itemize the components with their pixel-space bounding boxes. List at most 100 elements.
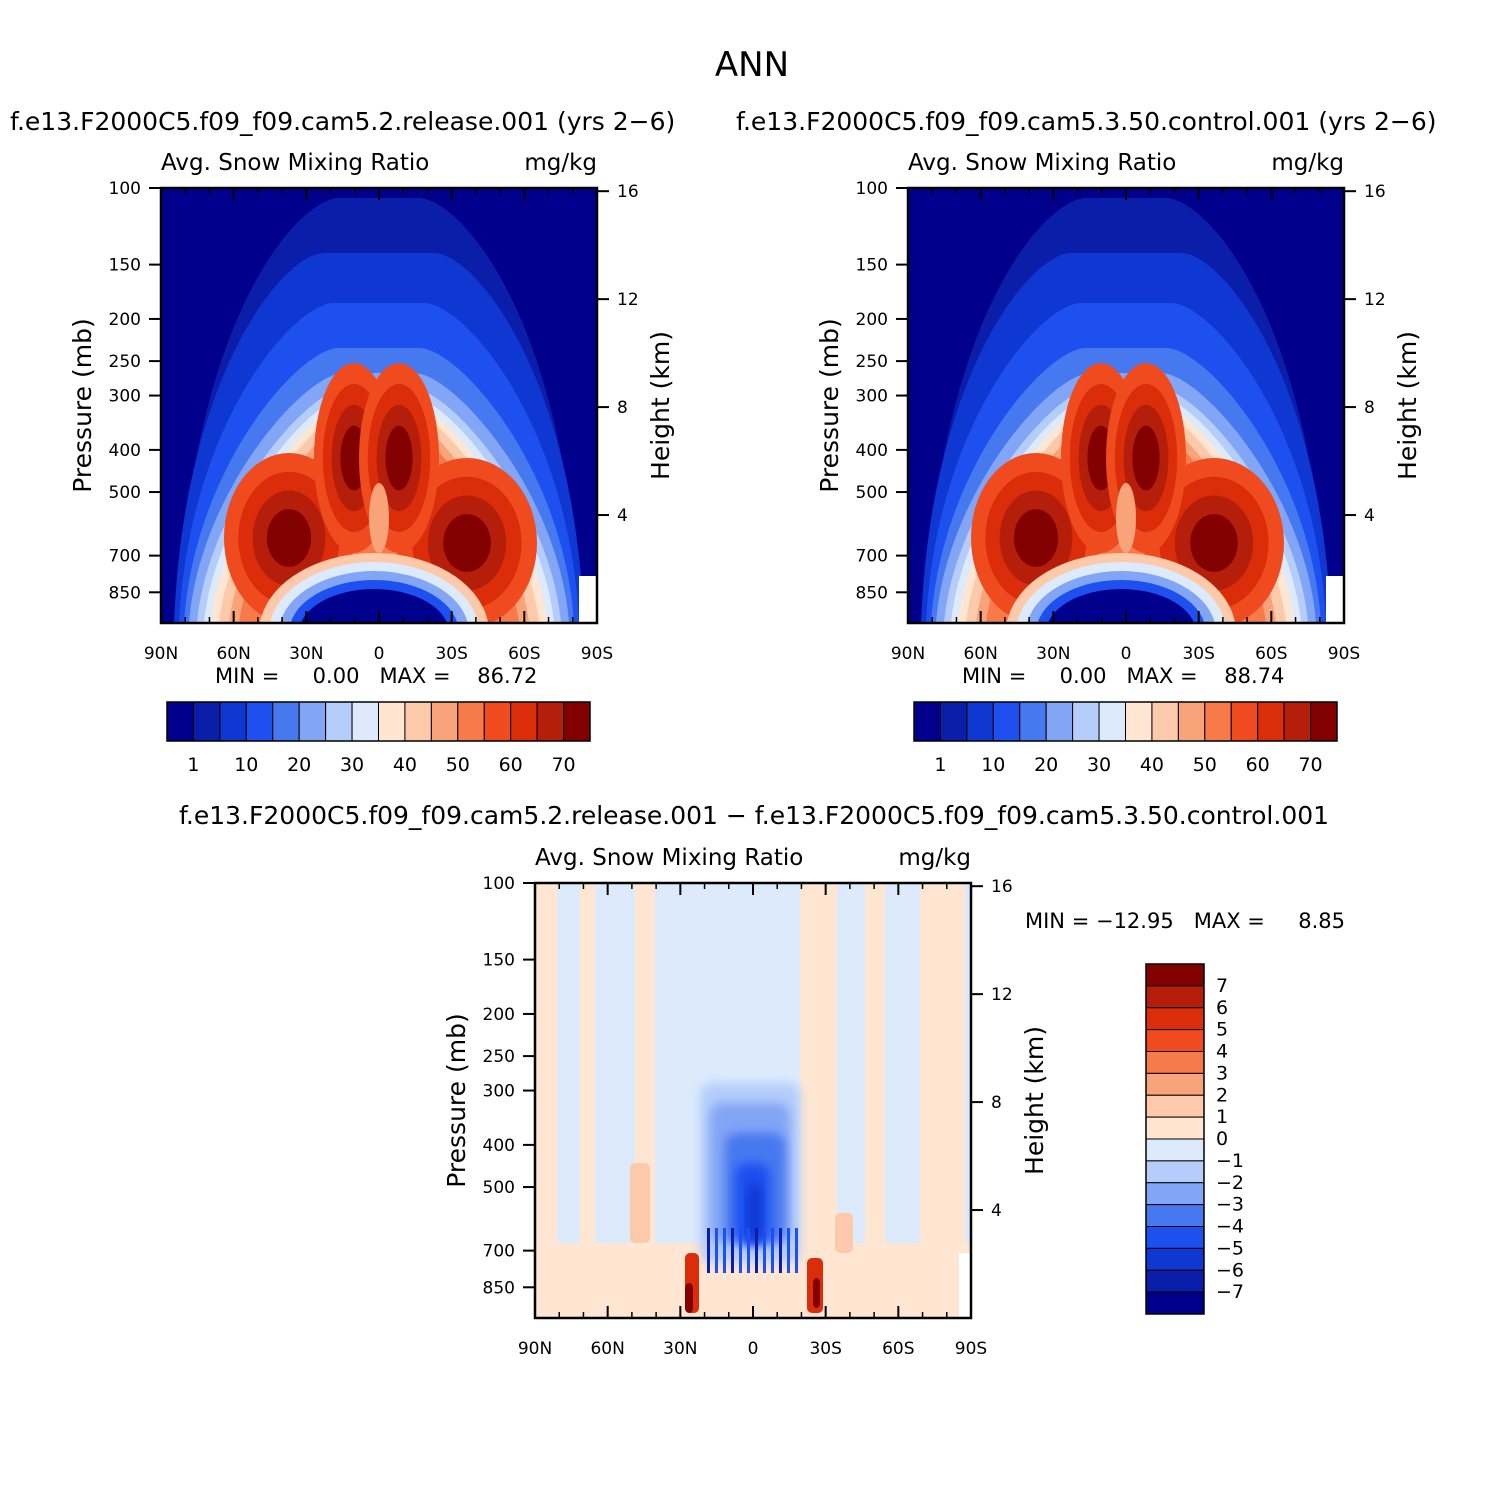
x-tick-label: 0 [1121, 644, 1132, 664]
y-tick-label: 500 [856, 483, 888, 503]
y2-tick-label: 8 [991, 1093, 1002, 1113]
colorbar-box [430, 701, 459, 742]
y-tick-label: 850 [856, 583, 888, 603]
y-tick-label: 150 [109, 256, 141, 276]
y-tick-label: 100 [856, 179, 888, 199]
x-tick-label: 90S [581, 644, 613, 664]
colorbar-label: 1 [934, 754, 946, 776]
y-tick-label: 850 [483, 1278, 515, 1298]
x-tick-label: 30N [663, 1339, 697, 1359]
colorbar-label: 70 [551, 754, 575, 776]
contour-lowlevel [1047, 589, 1195, 623]
diff-positive-streak [865, 883, 885, 1318]
colorbar-box [325, 701, 353, 742]
y-tick-label: 150 [856, 256, 888, 276]
contour-center [369, 483, 389, 553]
colorbar-box [1145, 1269, 1205, 1293]
colorbar-box [483, 701, 512, 742]
diff-positive-streak [945, 883, 965, 1318]
y-tick-label: 700 [856, 547, 888, 567]
contour-lowlevel [300, 589, 448, 623]
panel-3-plot: 90N 60N 30N 0 30S 60S 90S 100 150 200 250 300 400 500… [442, 845, 1049, 1359]
y-tick-label: 500 [483, 1178, 515, 1198]
colorbar-box [563, 701, 591, 742]
x-tick-label: 60S [882, 1339, 914, 1359]
colorbar-box [1145, 985, 1205, 1009]
colorbar-label: 20 [287, 754, 311, 776]
colorbar-box [351, 701, 379, 742]
colorbar-box [1072, 701, 1100, 742]
colorbar-box [1204, 701, 1232, 742]
contour-lobe [1013, 509, 1059, 567]
panel-2-plot: 90N 60N 30N 0 30S 60S 90S 100 150 200 250 300 400 500… [815, 150, 1422, 664]
diff-negative-stripe [715, 1228, 718, 1273]
y-axis-title: Pressure (mb) [815, 318, 844, 492]
left-label: Avg. Snow Mixing Ratio [908, 150, 1176, 176]
colorbar-box [1145, 1116, 1205, 1140]
colorbar-label: 6 [1216, 997, 1228, 1019]
colorbar-label: 10 [981, 754, 1005, 776]
colorbar-box [378, 701, 406, 742]
colorbar-label: 40 [393, 754, 417, 776]
right-label: mg/kg [1271, 150, 1344, 176]
diff-positive-patch [835, 1213, 853, 1253]
y2-tick-label: 4 [617, 506, 628, 526]
diff-negative-stripe [747, 1228, 750, 1273]
colorbar-box [1145, 1051, 1205, 1074]
diff-positive-streak [535, 883, 557, 1318]
colorbar-box [939, 701, 968, 742]
panel-1-stats: MIN = 0.00 MAX = 86.72 [215, 664, 537, 688]
colorbar-box [992, 701, 1021, 742]
colorbar-label: 5 [1216, 1019, 1228, 1041]
y-tick-label: 250 [856, 352, 888, 372]
colorbar-box [1145, 1007, 1205, 1031]
y-tick-label: 100 [483, 874, 515, 894]
y2-tick-label: 16 [617, 182, 639, 202]
y2-tick-label: 12 [1364, 290, 1386, 310]
y-tick-label: 400 [856, 441, 888, 461]
colorbar-label: 40 [1140, 754, 1164, 776]
colorbar-box [1145, 1138, 1205, 1162]
x-tick-label: 60S [1255, 644, 1287, 664]
diff-negative-stripe [707, 1228, 710, 1273]
colorbar-box [1145, 963, 1205, 987]
y-tick-label: 500 [109, 483, 141, 503]
colorbar-label: −3 [1216, 1194, 1244, 1216]
colorbar-label: −1 [1216, 1150, 1244, 1172]
colorbar-box [536, 701, 565, 742]
y-tick-label: 200 [483, 1005, 515, 1025]
y-tick-label: 300 [109, 387, 141, 407]
x-tick-label: 60N [590, 1339, 624, 1359]
colorbar-label: 7 [1216, 975, 1228, 997]
colorbar-box [166, 701, 194, 742]
colorbar-box [1310, 701, 1338, 742]
y-tick-label: 250 [109, 352, 141, 372]
colorbar-label: −7 [1216, 1281, 1244, 1303]
colorbar-label: 60 [1246, 754, 1270, 776]
colorbar-box [219, 701, 247, 742]
y-tick-label: 100 [109, 179, 141, 199]
colorbar-box [192, 701, 221, 742]
diff-positive-patch [813, 1278, 820, 1308]
right-label: mg/kg [524, 150, 597, 176]
colorbar-label: −6 [1216, 1259, 1244, 1281]
plot-frame [533, 881, 973, 1320]
diff-negative-stripe [755, 1228, 758, 1273]
colorbar-label: −5 [1216, 1237, 1244, 1259]
panel-2-title: f.e13.F2000C5.f09_f09.cam5.3.50.control.… [736, 107, 1437, 136]
y-tick-label: 300 [856, 387, 888, 407]
x-tick-label: 90N [891, 644, 925, 664]
plot-frame [159, 186, 599, 625]
colorbar-box [1230, 701, 1259, 742]
colorbar-box [1045, 701, 1074, 742]
y-tick-label: 400 [483, 1136, 515, 1156]
y-tick-label: 200 [856, 310, 888, 330]
x-tick-label: 60N [963, 644, 997, 664]
colorbar-box [1145, 1204, 1205, 1227]
x-tick-label: 30S [435, 644, 467, 664]
y2-axis-title: Height (km) [1020, 1026, 1049, 1175]
field-edge [1326, 576, 1344, 623]
colorbar-label: 0 [1216, 1128, 1228, 1150]
contour-lobe [385, 425, 413, 491]
